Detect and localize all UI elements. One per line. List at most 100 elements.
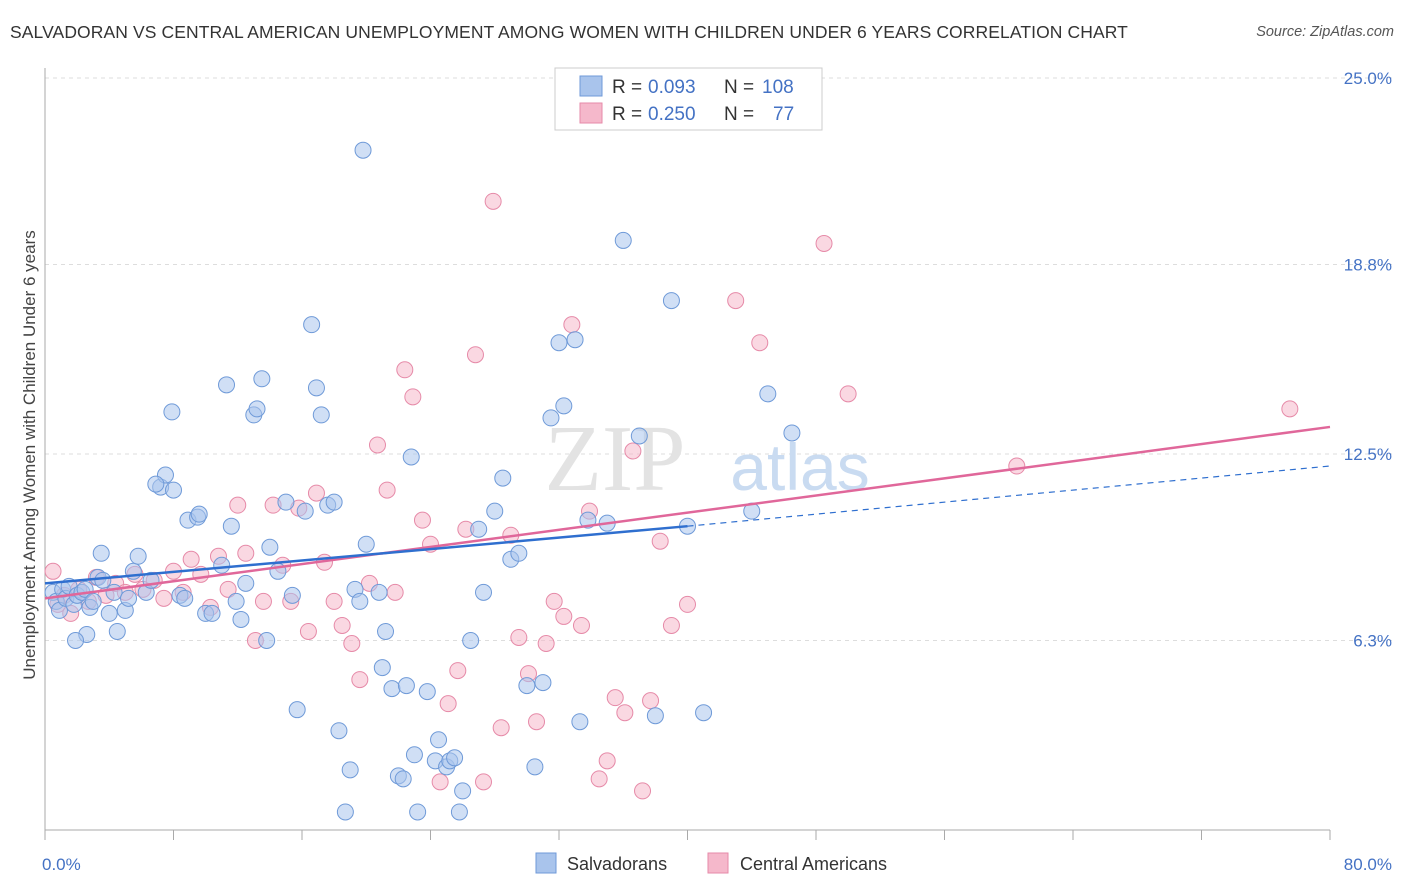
salvadorans-point-81 bbox=[446, 749, 464, 767]
central-americans-point-65 bbox=[616, 704, 634, 722]
central-americans-point-20 bbox=[219, 580, 237, 598]
salvadorans-point-19 bbox=[105, 583, 123, 601]
central-americans-point-33 bbox=[333, 616, 351, 634]
central-americans-point-44 bbox=[431, 773, 449, 791]
central-americans-point-41 bbox=[404, 388, 422, 406]
legend-r-label-2: R = bbox=[612, 104, 642, 125]
salvadorans-point-13 bbox=[84, 592, 102, 610]
central-americans-point-37 bbox=[368, 436, 386, 454]
central-americans-point-56 bbox=[537, 635, 555, 653]
salvadorans-point-92 bbox=[526, 758, 544, 776]
y-tick-label-2: 18.8% bbox=[1344, 255, 1392, 274]
legend-r-label-1: R = bbox=[612, 77, 642, 98]
salvadorans-point-36 bbox=[190, 505, 208, 523]
trend-line-central-americans bbox=[44, 425, 1331, 600]
salvadorans-point-47 bbox=[258, 631, 276, 649]
central-americans-point-68 bbox=[642, 692, 660, 710]
salvadorans-point-88 bbox=[494, 469, 512, 487]
central-americans-point-59 bbox=[563, 316, 581, 334]
watermark-zip: ZIP bbox=[545, 407, 686, 511]
x-tick-label-start: 0.0% bbox=[42, 855, 81, 874]
central-americans-point-57 bbox=[545, 592, 563, 610]
central-americans-point-38 bbox=[378, 481, 396, 499]
salvadorans-point-16 bbox=[100, 604, 118, 622]
salvadorans-point-71 bbox=[394, 770, 412, 788]
salvadorans-point-39 bbox=[218, 376, 236, 394]
central-americans-point-45 bbox=[439, 695, 457, 713]
salvadorans-point-56 bbox=[312, 406, 330, 424]
trend-line-salvadorans bbox=[44, 524, 688, 585]
central-americans-point-74 bbox=[815, 234, 833, 252]
salvadorans-point-85 bbox=[470, 520, 488, 538]
salvadorans-point-83 bbox=[454, 782, 472, 800]
salvadorans-point-93 bbox=[534, 674, 552, 692]
central-americans-point-30 bbox=[307, 484, 325, 502]
bottom-legend-label-central-americans: Central Americans bbox=[740, 854, 887, 874]
central-americans-point-62 bbox=[590, 770, 608, 788]
salvadorans-point-109 bbox=[783, 424, 801, 442]
central-americans-point-35 bbox=[351, 671, 369, 689]
legend-n-value-1: 108 bbox=[762, 77, 794, 98]
series-salvadorans bbox=[44, 141, 801, 821]
central-americans-point-71 bbox=[679, 595, 696, 613]
salvadorans-point-23 bbox=[129, 547, 147, 565]
central-americans-point-16 bbox=[182, 550, 200, 568]
salvadorans-point-14 bbox=[92, 544, 110, 562]
bottom-legend: Salvadorans Central Americans bbox=[535, 852, 887, 874]
salvadorans-point-72 bbox=[397, 677, 415, 695]
trend-lines bbox=[44, 425, 1331, 600]
central-americans-point-32 bbox=[325, 592, 343, 610]
legend-r-value-2: 0.250 bbox=[648, 104, 696, 125]
salvadorans-point-106 bbox=[695, 704, 713, 722]
salvadorans-point-21 bbox=[120, 589, 138, 607]
salvadorans-point-67 bbox=[373, 659, 391, 677]
central-americans-point-55 bbox=[528, 713, 546, 731]
central-americans-point-49 bbox=[475, 773, 493, 791]
central-americans-point-67 bbox=[634, 782, 652, 800]
salvadorans-point-41 bbox=[227, 592, 245, 610]
legend-n-value-2: 77 bbox=[773, 104, 794, 125]
salvadorans-point-87 bbox=[486, 502, 504, 520]
salvadorans-point-108 bbox=[759, 385, 777, 403]
salvadorans-point-20 bbox=[94, 571, 112, 589]
central-americans-point-48 bbox=[466, 346, 484, 364]
central-americans-point-64 bbox=[606, 689, 624, 707]
salvadorans-point-91 bbox=[518, 677, 536, 695]
salvadorans-point-10 bbox=[67, 631, 85, 649]
salvadorans-point-74 bbox=[405, 746, 423, 764]
central-americans-point-73 bbox=[751, 334, 769, 352]
central-americans-point-63 bbox=[598, 752, 616, 770]
salvadorans-point-48 bbox=[261, 538, 279, 556]
salvadorans-point-17 bbox=[108, 622, 126, 640]
central-americans-point-69 bbox=[651, 532, 669, 550]
salvadorans-point-103 bbox=[646, 707, 664, 725]
salvadorans-point-73 bbox=[402, 448, 420, 466]
salvadorans-point-90 bbox=[510, 544, 528, 562]
central-americans-point-13 bbox=[155, 589, 173, 607]
salvadorans-point-59 bbox=[330, 722, 348, 740]
central-americans-point-42 bbox=[413, 511, 431, 529]
y-tick-label-3: 25.0% bbox=[1344, 69, 1392, 88]
salvadorans-point-68 bbox=[377, 622, 395, 640]
salvadorans-point-86 bbox=[475, 583, 493, 601]
salvadorans-point-32 bbox=[176, 589, 194, 607]
central-americans-point-70 bbox=[662, 616, 680, 634]
salvadorans-point-63 bbox=[351, 592, 369, 610]
salvadorans-point-29 bbox=[165, 481, 182, 499]
salvadorans-point-61 bbox=[341, 761, 359, 779]
central-americans-point-58 bbox=[555, 607, 573, 625]
salvadorans-point-51 bbox=[283, 586, 301, 604]
salvadorans-point-104 bbox=[662, 292, 680, 310]
salvadorans-point-78 bbox=[430, 731, 448, 749]
legend-swatch-central-americans bbox=[579, 102, 603, 124]
central-americans-point-75 bbox=[839, 385, 857, 403]
legend-r-value-1: 0.093 bbox=[648, 77, 696, 98]
y-axis-label: Unemployment Among Women with Children U… bbox=[20, 230, 39, 679]
salvadorans-point-54 bbox=[303, 316, 321, 334]
legend-n-label-1: N = bbox=[724, 77, 754, 98]
legend: R = 0.093 N = 108 R = 0.250 N = 77 bbox=[554, 67, 823, 131]
central-americans-point-53 bbox=[510, 628, 528, 646]
central-americans-point-34 bbox=[343, 635, 361, 653]
salvadorans-point-58 bbox=[325, 493, 343, 511]
